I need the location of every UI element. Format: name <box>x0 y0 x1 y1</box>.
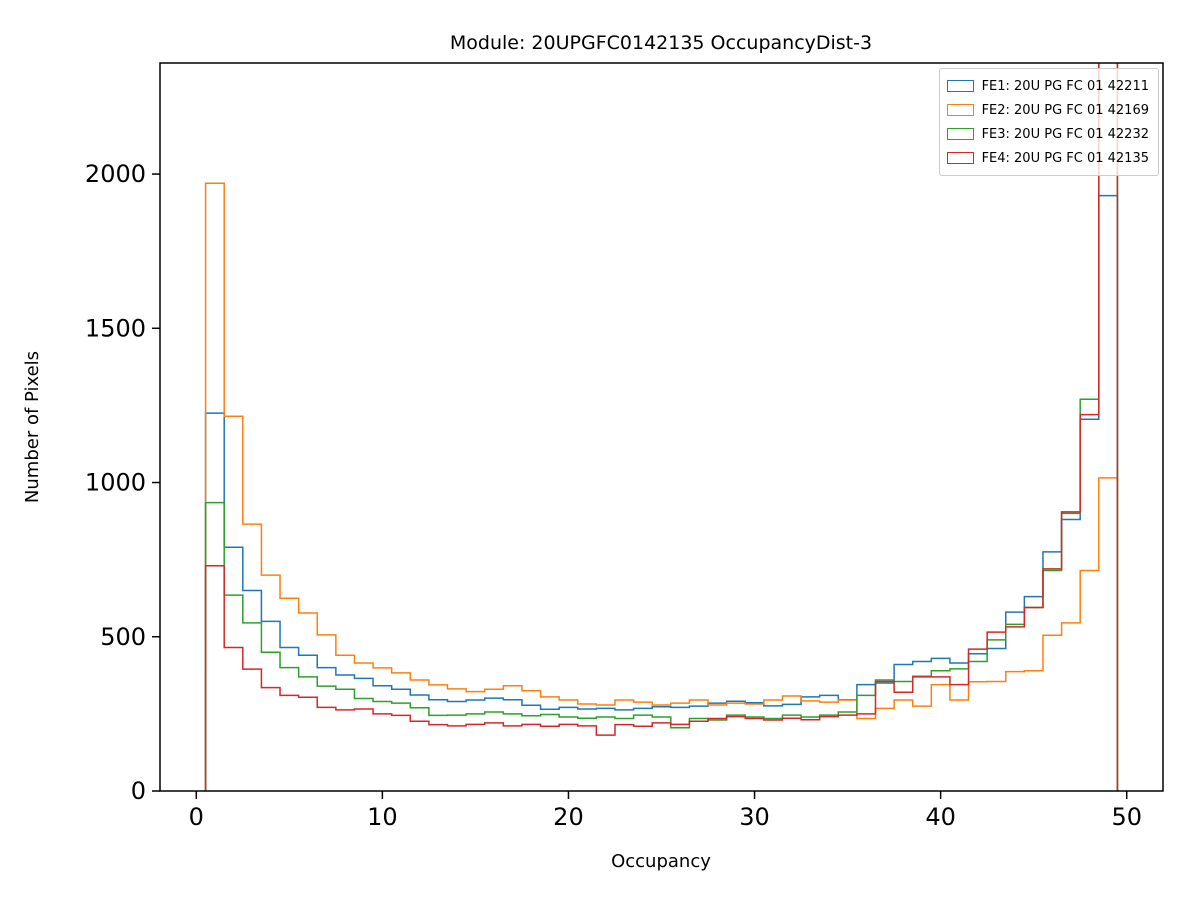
x-tick-label: 40 <box>925 803 956 831</box>
legend-item-FE3: FE3: 20U PG FC 01 42232 <box>946 122 1149 146</box>
x-tick-label: 50 <box>1111 803 1142 831</box>
plot-border <box>159 62 1164 792</box>
legend-item-FE2: FE2: 20U PG FC 01 42169 <box>946 98 1149 122</box>
x-axis-label: Occupancy <box>611 851 711 872</box>
y-tick-label: 0 <box>131 777 146 805</box>
y-axis-ticks: 0 500 1000 1500 2000 <box>85 160 160 805</box>
legend-item-FE4: FE4: 20U PG FC 01 42135 <box>946 146 1149 170</box>
x-tick-label: 30 <box>739 803 770 831</box>
legend-swatch <box>946 128 974 140</box>
series-FE1 <box>204 194 1119 791</box>
legend-label: FE2: 20U PG FC 01 42169 <box>981 102 1149 118</box>
legend-swatch <box>946 80 974 92</box>
series-FE4 <box>204 63 1119 791</box>
legend-label: FE3: 20U PG FC 01 42232 <box>981 126 1149 142</box>
x-axis-ticks: 0 10 20 30 40 50 <box>189 791 1142 831</box>
series-FE2 <box>204 182 1119 791</box>
x-tick-label: 20 <box>553 803 584 831</box>
y-axis-label: Number of Pixels <box>22 351 43 503</box>
legend-swatch <box>946 104 974 116</box>
y-tick-label: 500 <box>100 623 146 651</box>
legend-swatch <box>946 152 974 164</box>
legend-item-FE1: FE1: 20U PG FC 01 42211 <box>946 74 1149 98</box>
x-tick-label: 10 <box>367 803 398 831</box>
y-tick-label: 2000 <box>85 160 146 188</box>
legend-label: FE1: 20U PG FC 01 42211 <box>981 78 1149 94</box>
series-group <box>204 63 1119 791</box>
chart-title: Module: 20UPGFC0142135 OccupancyDist-3 <box>450 32 872 54</box>
x-tick-label: 0 <box>189 803 204 831</box>
y-tick-label: 1000 <box>85 469 146 497</box>
legend: FE1: 20U PG FC 01 42211 FE2: 20U PG FC 01… <box>938 68 1159 176</box>
legend-label: FE4: 20U PG FC 01 42135 <box>981 150 1149 166</box>
y-tick-label: 1500 <box>85 314 146 342</box>
